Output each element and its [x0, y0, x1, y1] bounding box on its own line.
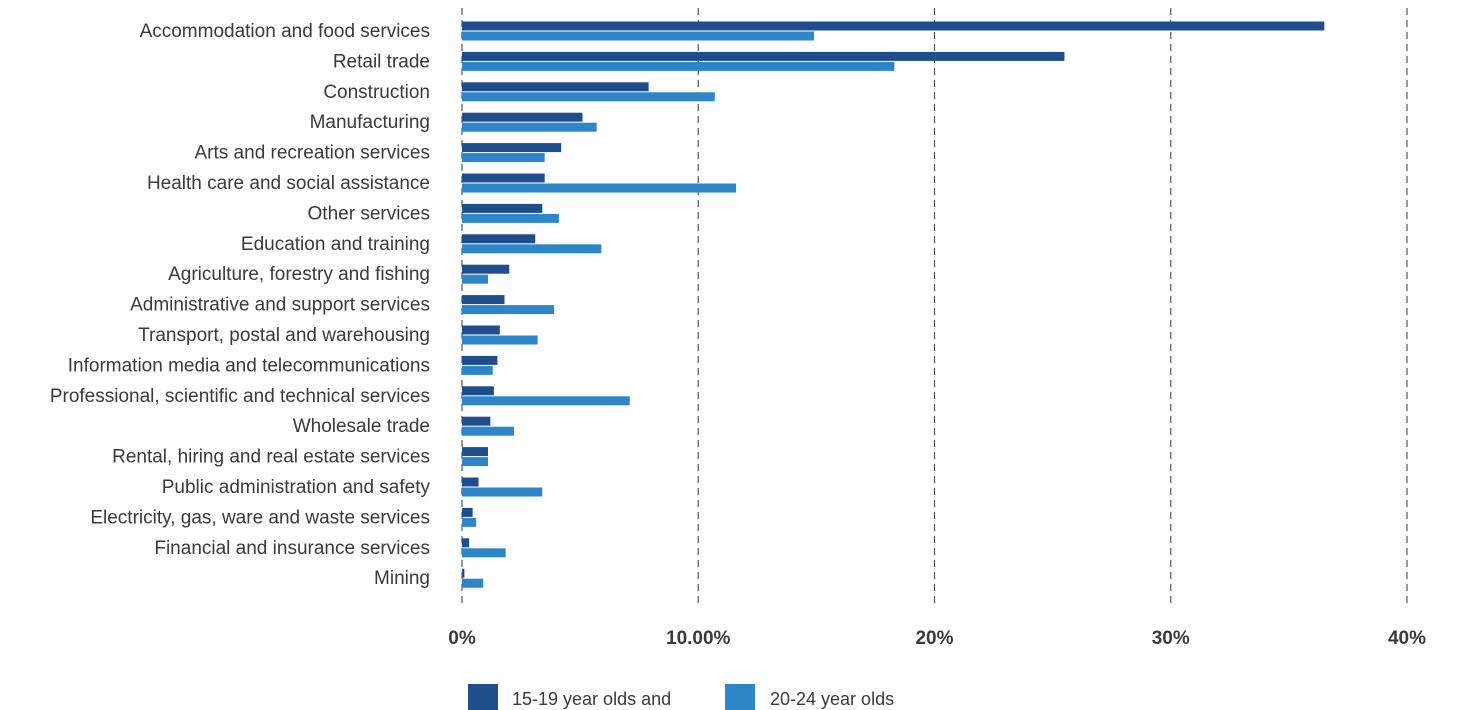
- category-label: Financial and insurance services: [154, 538, 430, 559]
- bar-series-0: [462, 386, 494, 396]
- x-tick-label: 10.00%: [666, 628, 731, 649]
- bar-series-0: [462, 234, 536, 244]
- legend-swatch-series-0: [468, 684, 498, 710]
- bar-series-0: [462, 21, 1325, 31]
- bar-series-0: [462, 325, 500, 335]
- category-label: Agriculture, forestry and fishing: [168, 264, 430, 285]
- category-label: Arts and recreation services: [195, 143, 431, 164]
- bar-series-1: [462, 122, 597, 132]
- category-label: Rental, hiring and real estate services: [112, 447, 430, 468]
- category-label: Information media and telecommunications: [68, 355, 430, 376]
- bar-series-1: [462, 335, 538, 345]
- x-tick-label: 40%: [1388, 628, 1426, 649]
- bar-series-1: [462, 517, 477, 527]
- bar-series-1: [462, 213, 559, 223]
- bar-series-0: [462, 173, 545, 183]
- bar-series-1: [462, 578, 484, 588]
- legend-label-series-1: 20-24 year olds: [770, 689, 894, 709]
- gridlines: [461, 8, 1408, 604]
- category-label: Construction: [323, 82, 430, 103]
- bar-series-1: [462, 244, 602, 254]
- bars: [462, 21, 1325, 588]
- category-label: Administrative and support services: [130, 295, 430, 316]
- bar-series-1: [462, 61, 895, 71]
- bar-series-1: [462, 548, 506, 558]
- bar-series-0: [462, 568, 465, 578]
- category-label: Other services: [308, 203, 430, 224]
- category-label: Health care and social assistance: [147, 173, 430, 194]
- bar-series-0: [462, 295, 505, 305]
- bar-series-0: [462, 416, 491, 426]
- bar-series-1: [462, 487, 543, 497]
- category-label: Wholesale trade: [293, 416, 430, 437]
- bar-series-1: [462, 457, 488, 467]
- bar-series-0: [462, 355, 498, 365]
- category-label: Public administration and safety: [162, 477, 431, 498]
- bar-series-0: [462, 477, 479, 487]
- bar-series-1: [462, 31, 815, 41]
- bar-series-0: [462, 203, 543, 213]
- x-tick-label: 30%: [1152, 628, 1190, 649]
- x-tick-label: 20%: [915, 628, 953, 649]
- bar-series-1: [462, 426, 514, 436]
- bar-series-0: [462, 507, 473, 517]
- bar-series-0: [462, 82, 649, 92]
- bar-series-0: [462, 112, 583, 122]
- bar-series-1: [462, 92, 715, 102]
- bar-series-0: [462, 51, 1065, 61]
- x-tick-label: 0%: [448, 628, 476, 649]
- bar-series-0: [462, 143, 562, 153]
- category-label: Education and training: [241, 234, 430, 255]
- category-label: Retail trade: [333, 51, 430, 72]
- category-label: Manufacturing: [310, 112, 430, 133]
- category-label: Transport, postal and warehousing: [138, 325, 430, 346]
- legend-swatch-series-1: [725, 684, 755, 710]
- bar-series-1: [462, 153, 545, 163]
- bar-series-0: [462, 264, 510, 274]
- bar-series-1: [462, 183, 737, 193]
- bar-series-0: [462, 538, 470, 548]
- category-labels: Accommodation and food services Retail tr…: [50, 21, 431, 589]
- bar-series-1: [462, 305, 555, 315]
- category-label: Accommodation and food services: [140, 21, 430, 42]
- bar-series-1: [462, 274, 488, 284]
- bar-series-1: [462, 396, 630, 406]
- bar-series-0: [462, 447, 488, 457]
- category-label: Professional, scientific and technical s…: [50, 386, 430, 407]
- x-axis-ticks: 0% 10.00% 20% 30% 40%: [448, 628, 1426, 649]
- category-label: Mining: [374, 568, 430, 589]
- category-label: Electricity, gas, ware and waste service…: [90, 507, 430, 528]
- bar-series-1: [462, 365, 493, 375]
- legend: 15-19 year olds and 20-24 year olds: [468, 684, 894, 710]
- legend-label-series-0: 15-19 year olds and: [512, 689, 671, 709]
